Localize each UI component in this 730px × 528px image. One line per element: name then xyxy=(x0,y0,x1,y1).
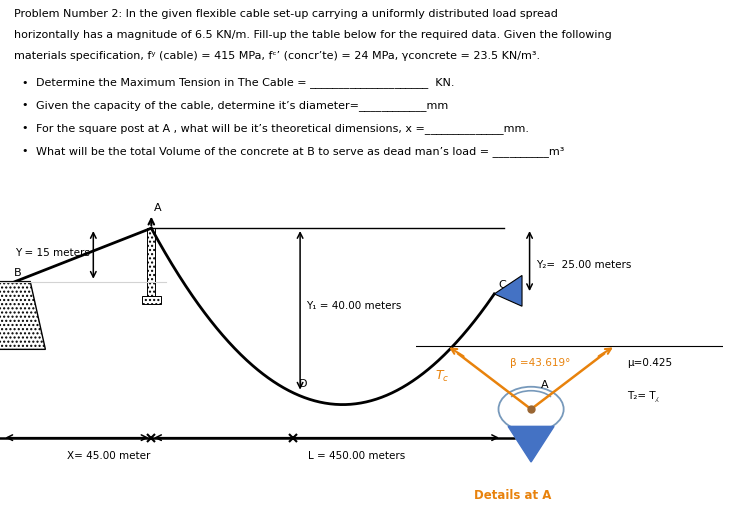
Text: C: C xyxy=(499,280,506,290)
Text: Y = 15 meters: Y = 15 meters xyxy=(15,248,90,258)
Polygon shape xyxy=(508,427,554,462)
Text: Problem Number 2: In the given flexible cable set-up carrying a uniformly distri: Problem Number 2: In the given flexible … xyxy=(15,9,558,19)
Text: X= 45.00 meter: X= 45.00 meter xyxy=(67,451,150,461)
Bar xyxy=(142,296,161,304)
Text: Y₁ = 40.00 meters: Y₁ = 40.00 meters xyxy=(306,301,402,311)
Text: Y₂=  25.00 meters: Y₂= 25.00 meters xyxy=(536,260,631,270)
Text: $T_c$: $T_c$ xyxy=(435,369,450,384)
Text: B: B xyxy=(14,268,22,278)
Polygon shape xyxy=(0,281,45,350)
Bar xyxy=(147,228,155,296)
Text: •: • xyxy=(22,78,28,88)
Text: D: D xyxy=(299,379,307,389)
Text: Determine the Maximum Tension in The Cable = _____________________  KN.: Determine the Maximum Tension in The Cab… xyxy=(36,78,454,88)
Text: •: • xyxy=(22,100,28,110)
Text: L = 450.00 meters: L = 450.00 meters xyxy=(307,451,405,461)
Text: Details at A: Details at A xyxy=(474,489,551,502)
Text: A: A xyxy=(541,380,548,390)
Text: T₂= T⁁: T₂= T⁁ xyxy=(627,391,658,402)
Text: horizontally has a magnitude of 6.5 KN/m. Fill-up the table below for the requir: horizontally has a magnitude of 6.5 KN/m… xyxy=(15,30,612,40)
Text: •: • xyxy=(22,123,28,133)
Text: μ=0.425: μ=0.425 xyxy=(627,357,672,367)
Text: Given the capacity of the cable, determine it’s diameter=____________mm: Given the capacity of the cable, determi… xyxy=(36,100,448,111)
Text: •: • xyxy=(22,146,28,156)
Text: What will be the total Volume of the concrete at B to serve as dead man’s load =: What will be the total Volume of the con… xyxy=(36,146,564,157)
Text: A: A xyxy=(154,203,161,213)
Text: β =43.619°: β =43.619° xyxy=(510,357,570,367)
Text: For the square post at A , what will be it’s theoretical dimensions, x =________: For the square post at A , what will be … xyxy=(36,123,529,134)
Text: materials specification, fʸ (cable) = 415 MPa, fᶜ’ (concr’te) = 24 MPa, γconcret: materials specification, fʸ (cable) = 41… xyxy=(15,51,541,61)
Polygon shape xyxy=(494,276,522,306)
